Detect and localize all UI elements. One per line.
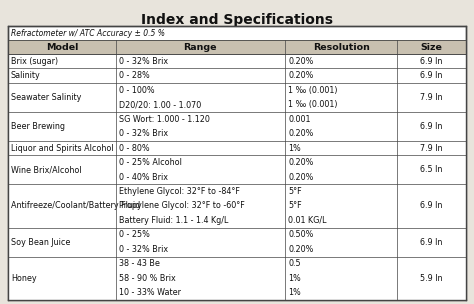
Bar [8, 257, 466, 300]
Text: 0 - 80%: 0 - 80% [118, 143, 149, 153]
Text: 0 - 28%: 0 - 28% [118, 71, 149, 80]
Text: Size: Size [421, 43, 443, 51]
Text: 0 - 32% Brix: 0 - 32% Brix [118, 57, 168, 66]
Text: 0.20%: 0.20% [288, 172, 313, 181]
Bar [8, 228, 466, 257]
Text: 0 - 32% Brix: 0 - 32% Brix [118, 129, 168, 138]
Text: 0 - 100%: 0 - 100% [118, 86, 154, 95]
Text: Honey: Honey [11, 274, 36, 283]
Text: Refractometer w/ ATC Accuracy ± 0.5 %: Refractometer w/ ATC Accuracy ± 0.5 % [11, 29, 165, 37]
Bar [8, 184, 466, 228]
Text: 0 - 32% Brix: 0 - 32% Brix [118, 245, 168, 254]
Text: 1%: 1% [288, 288, 301, 297]
Text: 0.20%: 0.20% [288, 57, 313, 66]
Text: 5°F: 5°F [288, 187, 302, 196]
Text: Index and Specifications: Index and Specifications [141, 13, 333, 27]
Text: 1%: 1% [288, 143, 301, 153]
Text: 7.9 In: 7.9 In [420, 143, 443, 153]
Text: 1 ‰ (0.001): 1 ‰ (0.001) [288, 86, 337, 95]
Text: 5°F: 5°F [288, 202, 302, 210]
Text: Salinity: Salinity [11, 71, 41, 80]
Text: Propylene Glycol: 32°F to -60°F: Propylene Glycol: 32°F to -60°F [118, 202, 245, 210]
Bar [8, 141, 466, 155]
Text: 7.9 In: 7.9 In [420, 93, 443, 102]
Text: 0 - 25% Alcohol: 0 - 25% Alcohol [118, 158, 182, 167]
Text: 6.9 In: 6.9 In [420, 122, 443, 131]
Text: 1 ‰ (0.001): 1 ‰ (0.001) [288, 100, 337, 109]
Text: 6.9 In: 6.9 In [420, 238, 443, 247]
Bar [8, 68, 466, 83]
Text: 0.20%: 0.20% [288, 129, 313, 138]
Text: Brix (sugar): Brix (sugar) [11, 57, 58, 66]
Text: Soy Bean Juice: Soy Bean Juice [11, 238, 70, 247]
Bar [8, 83, 466, 112]
Text: D20/20: 1.00 - 1.070: D20/20: 1.00 - 1.070 [118, 100, 201, 109]
Text: SG Wort: 1.000 - 1.120: SG Wort: 1.000 - 1.120 [118, 115, 210, 124]
Text: 6.9 In: 6.9 In [420, 71, 443, 80]
Text: Wine Brix/Alcohol: Wine Brix/Alcohol [11, 165, 82, 174]
Text: 6.9 In: 6.9 In [420, 202, 443, 210]
Text: Seawater Salinity: Seawater Salinity [11, 93, 82, 102]
Text: Liquor and Spirits Alcohol: Liquor and Spirits Alcohol [11, 143, 114, 153]
Text: Ethylene Glycol: 32°F to -84°F: Ethylene Glycol: 32°F to -84°F [118, 187, 239, 196]
Text: 0.20%: 0.20% [288, 71, 313, 80]
Text: Battery Fluid: 1.1 - 1.4 Kg/L: Battery Fluid: 1.1 - 1.4 Kg/L [118, 216, 228, 225]
Text: 0.20%: 0.20% [288, 158, 313, 167]
Text: 5.9 In: 5.9 In [420, 274, 443, 283]
Bar [8, 54, 466, 68]
Text: Range: Range [183, 43, 217, 51]
Text: Model: Model [46, 43, 78, 51]
Text: 1%: 1% [288, 274, 301, 283]
Bar [8, 40, 466, 54]
Text: 0 - 40% Brix: 0 - 40% Brix [118, 172, 168, 181]
Text: Antifreeze/Coolant/Battery Fluid: Antifreeze/Coolant/Battery Fluid [11, 202, 140, 210]
Text: Beer Brewing: Beer Brewing [11, 122, 65, 131]
Text: 58 - 90 % Brix: 58 - 90 % Brix [118, 274, 175, 283]
Text: 0.50%: 0.50% [288, 230, 313, 239]
Text: 38 - 43 Be: 38 - 43 Be [118, 259, 160, 268]
Text: 0.01 KG/L: 0.01 KG/L [288, 216, 327, 225]
Text: 6.9 In: 6.9 In [420, 57, 443, 66]
Bar [8, 112, 466, 141]
Text: 0.20%: 0.20% [288, 245, 313, 254]
Text: 10 - 33% Water: 10 - 33% Water [118, 288, 181, 297]
Text: 0 - 25%: 0 - 25% [118, 230, 149, 239]
Text: 0.001: 0.001 [288, 115, 310, 124]
Text: 0.5: 0.5 [288, 259, 301, 268]
Text: Resolution: Resolution [313, 43, 370, 51]
Bar [8, 155, 466, 184]
Text: 6.5 In: 6.5 In [420, 165, 443, 174]
